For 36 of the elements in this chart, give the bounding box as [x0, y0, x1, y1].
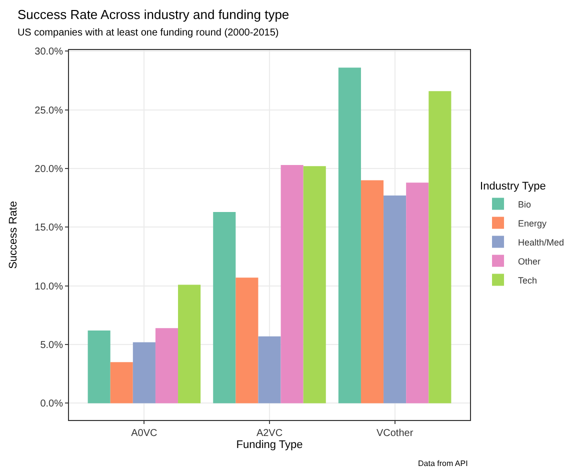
bar: [110, 362, 133, 404]
bar: [236, 278, 258, 404]
bar: [406, 182, 429, 404]
legend-label: Bio: [518, 199, 532, 210]
bar: [155, 328, 178, 404]
y-tick-label: 10.0%: [34, 281, 64, 292]
bar: [338, 68, 361, 404]
bar: [178, 284, 201, 404]
y-tick-label: 30.0%: [34, 46, 64, 58]
bar: [132, 342, 156, 404]
bar: [280, 165, 304, 404]
x-tick-label: A2VC: [256, 428, 283, 439]
y-tick-label: 25.0%: [34, 105, 64, 116]
bar: [384, 196, 406, 404]
bar: [303, 166, 326, 404]
chart-title: Success Rate Across industry and funding type: [17, 6, 290, 22]
bar: [213, 212, 236, 404]
y-tick-label: 20.0%: [34, 164, 64, 176]
legend-label: Tech: [518, 275, 538, 286]
text: Data from API: [418, 459, 468, 468]
legend-label: Other: [518, 256, 541, 266]
x-tick-label: A0VC: [131, 428, 158, 439]
bar: [428, 91, 452, 404]
y-axis-title: Success Rate: [7, 201, 20, 269]
y-tick-label: 5.0%: [40, 340, 64, 352]
bar: [88, 330, 110, 404]
x-axis-title: Funding Type: [236, 439, 303, 452]
bar: [360, 180, 384, 404]
legend-label: Energy: [518, 218, 548, 228]
legend-title: Industry Type: [480, 180, 546, 192]
x-tick-label: VCother: [376, 428, 414, 439]
legend-label: Health/Med: [518, 237, 564, 248]
chart-subtitle: US companies with at least one funding round (2000-2015): [17, 28, 279, 39]
y-tick-label: 0.0%: [40, 398, 64, 410]
bar: [258, 336, 281, 404]
y-tick-label: 15.0%: [34, 222, 64, 234]
